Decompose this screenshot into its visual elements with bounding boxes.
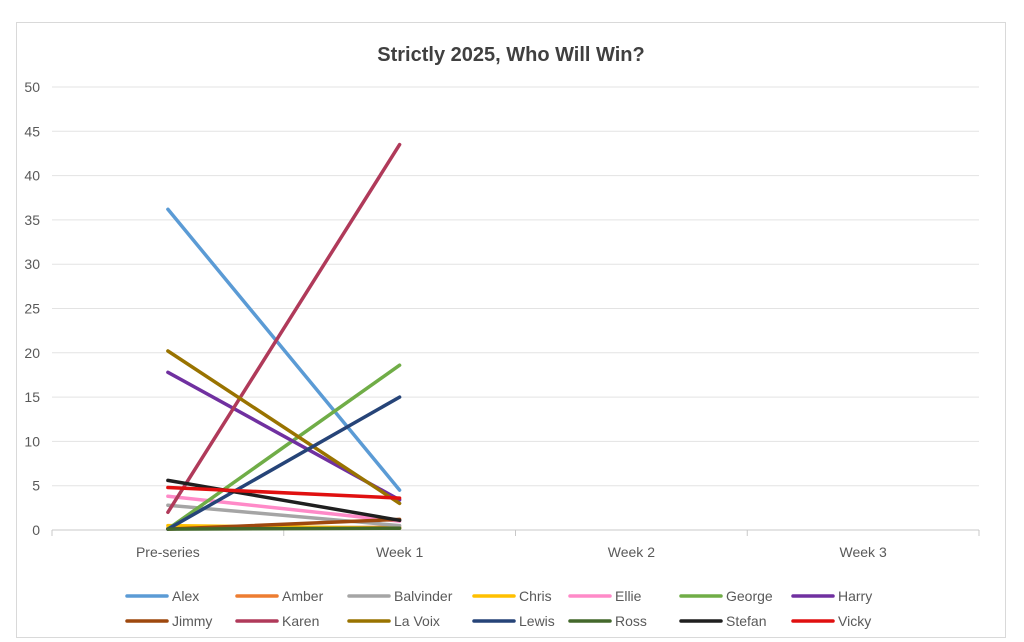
- legend-item: George: [679, 588, 773, 604]
- legend-item: Stefan: [679, 613, 766, 629]
- y-tick-label: 10: [24, 433, 40, 449]
- y-tick-label: 15: [24, 389, 40, 405]
- y-axis: 0 5 10 15 20 25 30 35 40 45 50: [24, 79, 40, 538]
- x-axis: Pre-series Week 1 Week 2 Week 3: [51, 529, 980, 560]
- x-tick-label: Pre-series: [136, 544, 200, 560]
- y-tick-label: 30: [24, 256, 40, 272]
- legend-label: Vicky: [838, 613, 871, 629]
- series-lines: [166, 142, 402, 531]
- line-chart: Strictly 2025, Who Will Win? 0 5 10 15 20 25 3…: [24, 44, 980, 629]
- legend-label: Karen: [282, 613, 319, 629]
- x-tick-label: Week 1: [376, 544, 423, 560]
- x-tick-label: Week 2: [608, 544, 655, 560]
- chart-title: Strictly 2025, Who Will Win?: [377, 44, 644, 66]
- legend-label: Ellie: [615, 588, 642, 604]
- legend-label: Lewis: [519, 613, 555, 629]
- legend-label: Harry: [838, 588, 872, 604]
- legend-item: Vicky: [791, 613, 871, 629]
- legend-item: Amber: [235, 588, 324, 604]
- legend-label: Ross: [615, 613, 647, 629]
- legend-label: Chris: [519, 588, 552, 604]
- series-line-vicky: [166, 485, 402, 500]
- legend-item: Chris: [472, 588, 552, 604]
- y-tick-label: 20: [24, 345, 40, 361]
- x-tick-label: Week 3: [840, 544, 887, 560]
- series-line-george: [166, 363, 402, 531]
- series-line-stefan: [166, 478, 402, 523]
- legend-label: George: [726, 588, 773, 604]
- legend-item: Karen: [235, 613, 319, 629]
- legend-label: Amber: [282, 588, 324, 604]
- legend-label: Jimmy: [172, 613, 212, 629]
- legend-label: Stefan: [726, 613, 766, 629]
- y-tick-label: 35: [24, 212, 40, 228]
- legend-item: Harry: [791, 588, 872, 604]
- legend-item: Jimmy: [125, 613, 212, 629]
- series-line-alex: [166, 207, 402, 492]
- legend-item: Lewis: [472, 613, 555, 629]
- legend-item: Balvinder: [347, 588, 453, 604]
- legend-label: La Voix: [394, 613, 440, 629]
- series-line-lewis: [166, 395, 402, 531]
- legend: Alex Amber Balvinder Chris Ellie George Harry J…: [125, 588, 872, 629]
- legend-item: Ellie: [568, 588, 642, 604]
- chart-frame: Strictly 2025, Who Will Win? 0 5 10 15 20 25 3…: [16, 22, 1006, 638]
- legend-item: Ross: [568, 613, 647, 629]
- gridlines: [52, 86, 979, 487]
- series-line-la-voix: [166, 349, 402, 506]
- y-tick-label: 50: [24, 79, 40, 95]
- legend-item: Alex: [125, 588, 199, 604]
- legend-label: Alex: [172, 588, 199, 604]
- series-line-karen: [166, 142, 402, 515]
- y-tick-label: 0: [32, 522, 40, 538]
- legend-item: La Voix: [347, 613, 440, 629]
- y-tick-label: 40: [24, 168, 40, 184]
- y-tick-label: 45: [24, 123, 40, 139]
- y-tick-label: 5: [32, 478, 40, 494]
- legend-label: Balvinder: [394, 588, 453, 604]
- series-line-ross: [166, 526, 402, 531]
- y-tick-label: 25: [24, 301, 40, 317]
